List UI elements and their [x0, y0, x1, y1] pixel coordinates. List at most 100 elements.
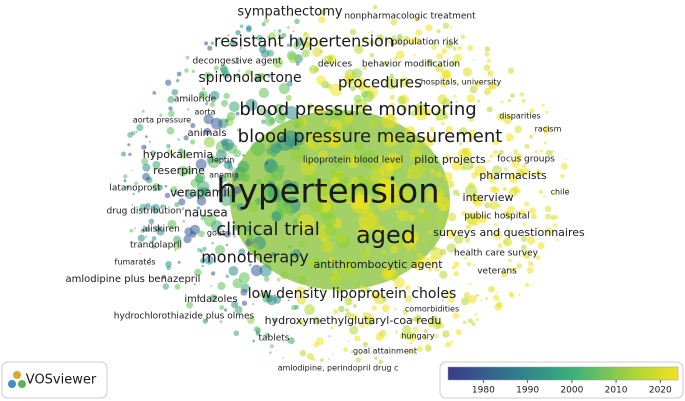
bubble — [501, 184, 503, 187]
bubble — [298, 240, 305, 247]
bubble — [200, 215, 206, 221]
bubble — [350, 194, 365, 209]
bubble — [207, 45, 213, 51]
bubble — [298, 319, 305, 326]
bubble — [204, 255, 214, 265]
bubble — [247, 201, 259, 213]
bubble — [519, 92, 524, 97]
bubble — [423, 336, 429, 341]
bubble — [250, 264, 263, 277]
bubble — [209, 90, 220, 101]
bubble — [309, 199, 323, 213]
bubble — [364, 119, 368, 123]
node-label: hospitals, university — [421, 78, 502, 87]
bubble — [443, 172, 453, 182]
bubble — [455, 329, 462, 336]
bubble — [301, 49, 310, 58]
bubble — [220, 66, 229, 75]
bubble — [461, 34, 466, 39]
bubble — [406, 247, 411, 253]
bubble — [474, 81, 481, 88]
bubble — [470, 172, 478, 179]
bubble — [129, 228, 133, 233]
bubble — [381, 304, 390, 313]
bubble — [183, 135, 189, 141]
bubble — [295, 61, 300, 66]
bubble — [478, 214, 488, 224]
bubble — [427, 230, 433, 235]
bubble — [383, 132, 398, 147]
bubble — [316, 180, 330, 195]
bubble — [151, 236, 157, 241]
bubble — [177, 166, 189, 177]
bubble — [125, 185, 130, 190]
bubble — [496, 291, 499, 294]
bubble — [469, 129, 476, 137]
bubble — [409, 147, 423, 161]
bubble — [238, 248, 246, 256]
bubble — [350, 85, 356, 92]
node-label: monotherapy — [201, 248, 309, 267]
bubble — [492, 149, 499, 156]
bubble — [191, 69, 195, 74]
bubble — [355, 77, 367, 90]
bubble — [225, 274, 230, 279]
bubble — [293, 117, 304, 128]
bubble — [286, 80, 293, 87]
bubble — [376, 195, 392, 211]
bubble — [229, 39, 237, 47]
node-label: hungary — [401, 332, 434, 341]
bubble — [455, 100, 458, 103]
bubble — [372, 4, 378, 10]
bubble — [493, 222, 497, 226]
bubble — [182, 220, 186, 223]
bubble — [426, 256, 437, 267]
bubble — [356, 226, 369, 239]
bubble — [418, 207, 425, 214]
bubble — [395, 331, 398, 334]
bubble — [446, 243, 456, 253]
bubble — [224, 308, 228, 312]
bubble — [225, 187, 236, 198]
bubble — [461, 105, 465, 108]
bubble — [545, 110, 549, 114]
bubble — [444, 38, 447, 40]
bubble — [425, 24, 433, 32]
bubble — [520, 244, 527, 251]
bubble — [202, 87, 206, 91]
bubble — [269, 351, 272, 354]
bubble — [561, 162, 568, 170]
bubble — [487, 172, 493, 177]
bubble — [426, 59, 434, 67]
bubble — [270, 344, 274, 349]
bubble — [202, 246, 207, 251]
bubble — [354, 141, 364, 152]
bubble — [342, 150, 355, 163]
bubble — [418, 286, 421, 289]
bubble — [462, 159, 474, 171]
bubble — [374, 293, 386, 305]
bubble — [401, 138, 408, 144]
bubble — [195, 158, 207, 170]
bubble — [136, 124, 144, 132]
bubble — [137, 234, 145, 242]
bubble — [145, 226, 151, 232]
bubble — [142, 163, 151, 172]
bubble — [472, 196, 484, 207]
bubble — [415, 29, 423, 36]
bubble — [263, 228, 267, 232]
bubble — [514, 125, 522, 134]
bubble — [241, 173, 250, 183]
bubble — [312, 47, 322, 57]
bubble — [521, 98, 526, 103]
bubble — [181, 207, 185, 211]
logo-box[interactable]: VOSviewer — [1, 361, 108, 399]
bubble — [550, 214, 556, 220]
bubble — [357, 179, 373, 195]
bubble — [253, 326, 260, 333]
bubble — [407, 348, 414, 354]
bubble — [148, 218, 155, 225]
bubble — [170, 186, 178, 193]
bubble — [475, 159, 478, 163]
bubble — [287, 337, 295, 345]
